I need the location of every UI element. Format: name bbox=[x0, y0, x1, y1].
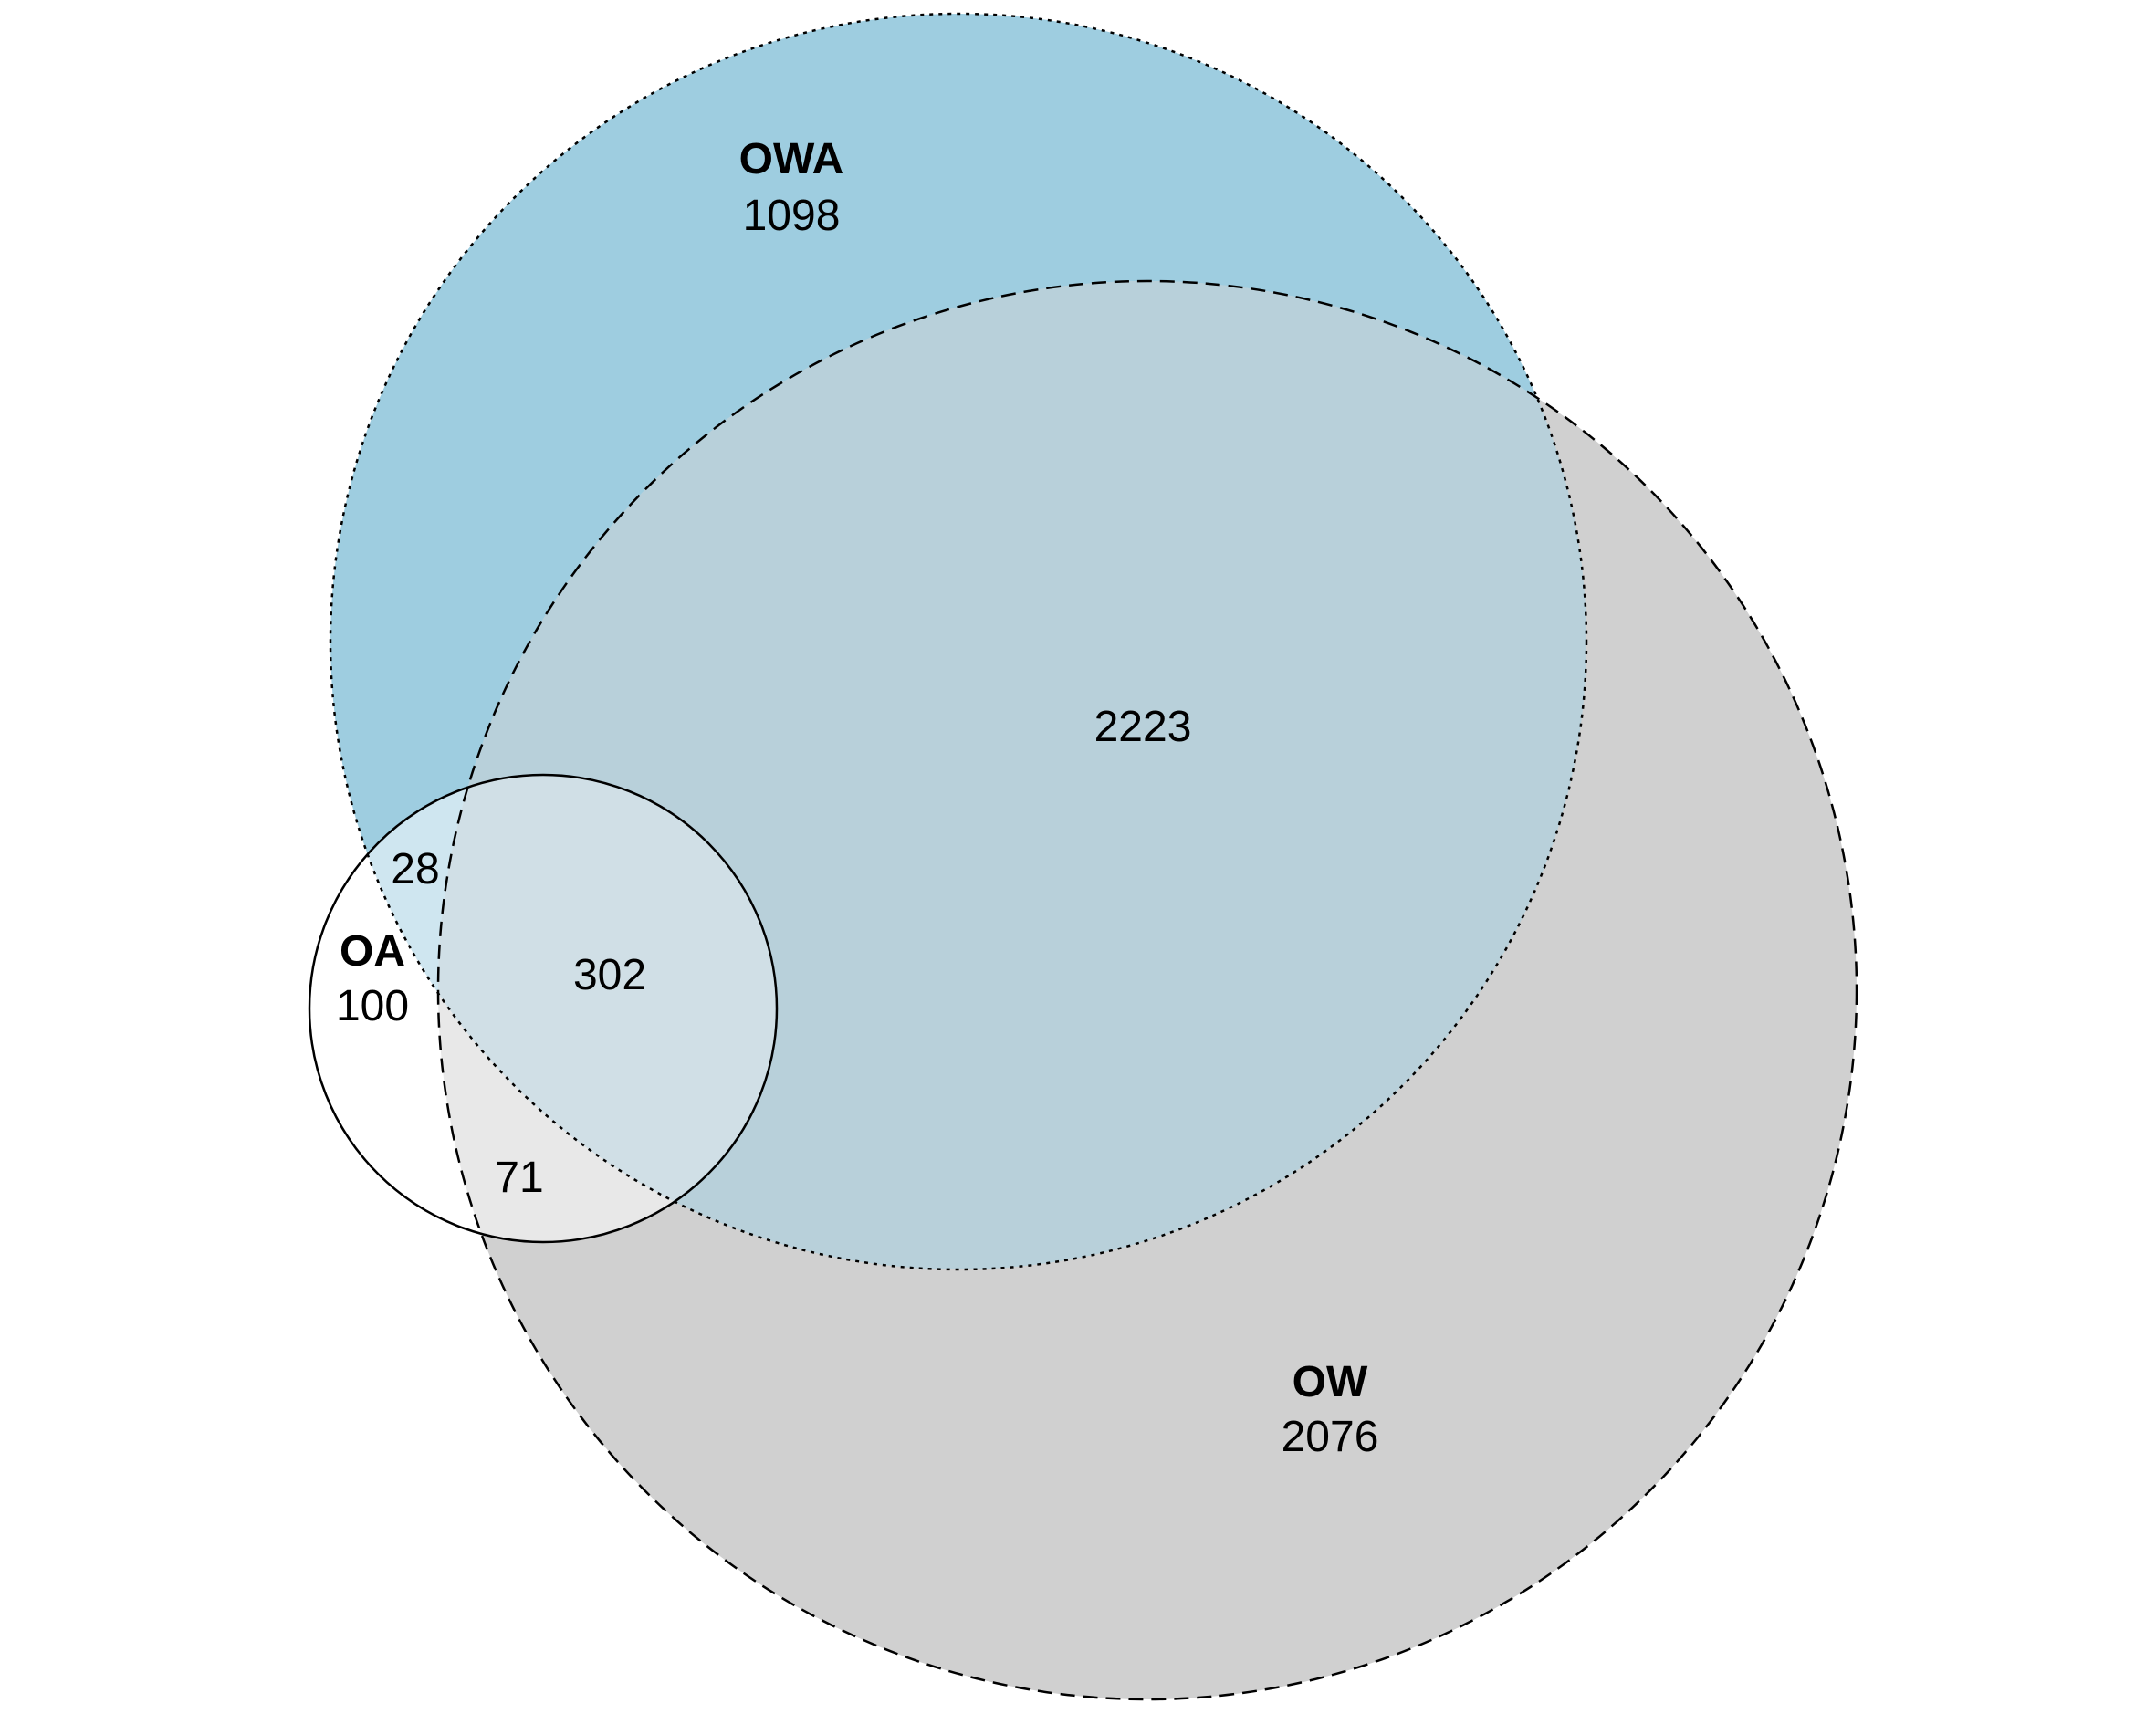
ow-set-outline bbox=[436, 279, 1858, 1701]
all-three-overlap-fill bbox=[438, 775, 777, 1242]
ow-oa-count: 71 bbox=[495, 1154, 543, 1202]
owa-ow-count: 2223 bbox=[1094, 703, 1192, 751]
owa-oa-count: 28 bbox=[391, 845, 439, 893]
owa-set-label: OWA bbox=[739, 135, 844, 183]
ow-set-label: OW bbox=[1293, 1358, 1368, 1406]
owa-set-outline bbox=[329, 12, 1588, 1271]
ow-only-count: 2076 bbox=[1282, 1413, 1379, 1461]
oa-set-label: OA bbox=[340, 927, 405, 976]
owa-ow-overlap-fill bbox=[438, 281, 1586, 1269]
owa-only-count: 1098 bbox=[743, 192, 841, 240]
oa-only-count: 100 bbox=[336, 982, 409, 1030]
oa-set-outline bbox=[308, 773, 779, 1244]
all-three-count: 302 bbox=[573, 951, 646, 999]
